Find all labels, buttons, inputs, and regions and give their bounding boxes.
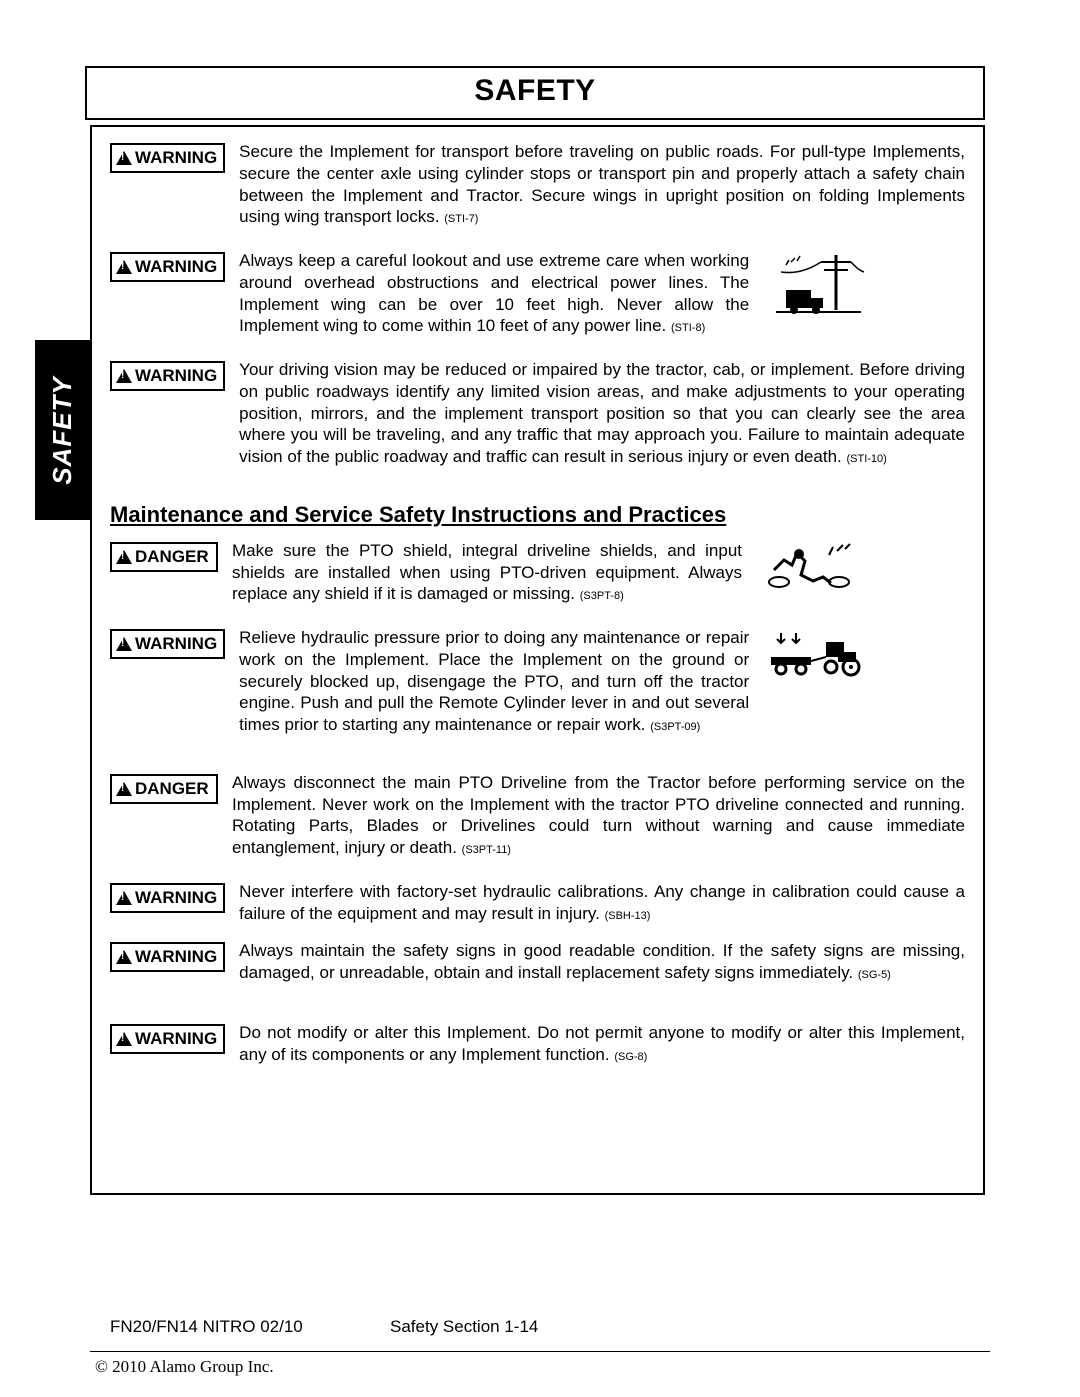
warning-row: WARNING Always maintain the safety signs… — [110, 940, 965, 984]
footer-left: FN20/FN14 NITRO 02/10 — [110, 1317, 390, 1337]
danger-badge: DANGER — [110, 774, 218, 804]
warning-row: WARNING Never interfere with factory-set… — [110, 881, 965, 925]
content-box: WARNING Secure the Implement for transpo… — [90, 125, 985, 1195]
warning-badge: WARNING — [110, 629, 225, 659]
warning-row: WARNING Do not modify or alter this Impl… — [110, 1022, 965, 1066]
footer-hr — [90, 1351, 990, 1352]
entangle-icon — [754, 540, 864, 595]
warning-text: Relieve hydraulic pressure prior to doin… — [239, 627, 749, 736]
alert-icon — [116, 637, 132, 651]
badge-label: WARNING — [135, 257, 217, 277]
power-line-icon — [761, 250, 871, 320]
badge-label: WARNING — [135, 148, 217, 168]
warning-badge: WARNING — [110, 1024, 225, 1054]
alert-icon — [116, 782, 132, 796]
badge-label: WARNING — [135, 888, 217, 908]
warning-row: WARNING Your driving vision may be reduc… — [110, 359, 965, 468]
page-title: SAFETY — [474, 74, 595, 107]
footer-row: FN20/FN14 NITRO 02/10 Safety Section 1-1… — [110, 1317, 970, 1337]
copyright: © 2010 Alamo Group Inc. — [95, 1357, 274, 1377]
alert-icon — [116, 369, 132, 383]
badge-label: WARNING — [135, 366, 217, 386]
warning-text: Never interfere with factory-set hydraul… — [239, 881, 965, 925]
alert-icon — [116, 151, 132, 165]
badge-label: DANGER — [135, 547, 209, 567]
alert-icon — [116, 1032, 132, 1046]
warning-text: Always maintain the safety signs in good… — [239, 940, 965, 984]
warning-text: Secure the Implement for transport befor… — [239, 141, 965, 228]
alert-icon — [116, 550, 132, 564]
side-tab: SAFETY — [35, 340, 90, 520]
warning-row: WARNING Secure the Implement for transpo… — [110, 141, 965, 228]
warning-badge: WARNING — [110, 252, 225, 282]
warning-badge: WARNING — [110, 361, 225, 391]
warning-text: Make sure the PTO shield, integral drive… — [232, 540, 742, 605]
lower-implement-icon — [761, 627, 871, 682]
warning-text: Your driving vision may be reduced or im… — [239, 359, 965, 468]
warning-row: WARNING Relieve hydraulic pressure prior… — [110, 627, 965, 736]
warning-text: Always disconnect the main PTO Driveline… — [232, 772, 965, 859]
alert-icon — [116, 891, 132, 905]
badge-label: DANGER — [135, 779, 209, 799]
warning-badge: WARNING — [110, 883, 225, 913]
warning-badge: WARNING — [110, 942, 225, 972]
warning-row: DANGER Always disconnect the main PTO Dr… — [110, 772, 965, 859]
warning-row: DANGER Make sure the PTO shield, integra… — [110, 540, 965, 605]
side-tab-label: SAFETY — [47, 376, 78, 485]
section-heading: Maintenance and Service Safety Instructi… — [110, 502, 965, 528]
alert-icon — [116, 950, 132, 964]
badge-label: WARNING — [135, 634, 217, 654]
danger-badge: DANGER — [110, 542, 218, 572]
title-box: SAFETY — [85, 66, 985, 120]
badge-label: WARNING — [135, 947, 217, 967]
warning-row: WARNING Always keep a careful lookout an… — [110, 250, 965, 337]
page: SAFETY SAFETY WARNING Secure the Impleme… — [0, 0, 1080, 1397]
badge-label: WARNING — [135, 1029, 217, 1049]
footer-mid: Safety Section 1-14 — [390, 1317, 538, 1337]
warning-text: Always keep a careful lookout and use ex… — [239, 250, 749, 337]
alert-icon — [116, 260, 132, 274]
warning-badge: WARNING — [110, 143, 225, 173]
warning-text: Do not modify or alter this Implement. D… — [239, 1022, 965, 1066]
